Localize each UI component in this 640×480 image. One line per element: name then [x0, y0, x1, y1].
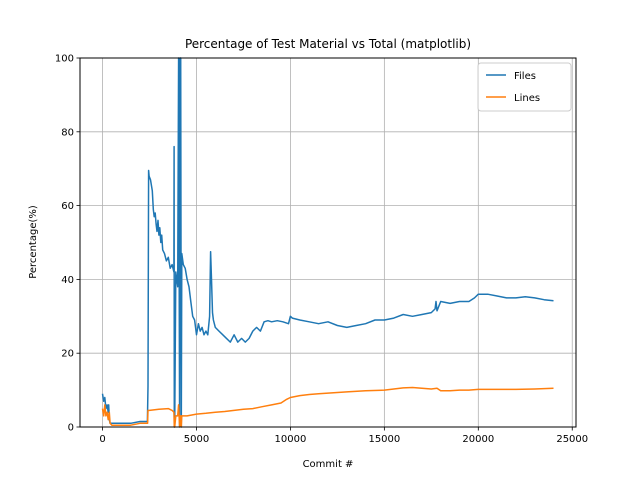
plot-lines: [101, 57, 554, 428]
y-tick-label: 80: [61, 127, 74, 138]
x-tick-label: 20000: [462, 434, 494, 445]
x-tick-label: 5000: [184, 434, 209, 445]
plot-area-frame: [79, 57, 577, 428]
chart-title: Percentage of Test Material vs Total (ma…: [185, 37, 471, 51]
y-tick-label: 40: [61, 275, 74, 286]
x-axis-ticks: 0 5000 10000 15000 20000 25000: [99, 427, 588, 445]
x-tick-label: 10000: [275, 434, 307, 445]
legend-label-files: Files: [514, 71, 536, 82]
series-line-files: [101, 57, 554, 428]
y-tick-label: 60: [61, 201, 74, 212]
series-line-lines: [101, 386, 554, 428]
y-tick-label: 100: [55, 54, 74, 65]
y-tick-label: 0: [68, 423, 74, 434]
y-axis-label: Percentage(%): [28, 205, 39, 279]
grid: [80, 57, 576, 428]
x-tick-label: 25000: [556, 434, 588, 445]
legend-label-lines: Lines: [514, 93, 540, 104]
x-axis-label: Commit #: [303, 459, 354, 470]
legend: Files Lines: [477, 62, 572, 112]
x-tick-label: 0: [99, 434, 105, 445]
x-tick-label: 15000: [368, 434, 400, 445]
y-axis-ticks: 0 20 40 60 80 100: [55, 54, 80, 434]
y-tick-label: 20: [61, 349, 74, 360]
